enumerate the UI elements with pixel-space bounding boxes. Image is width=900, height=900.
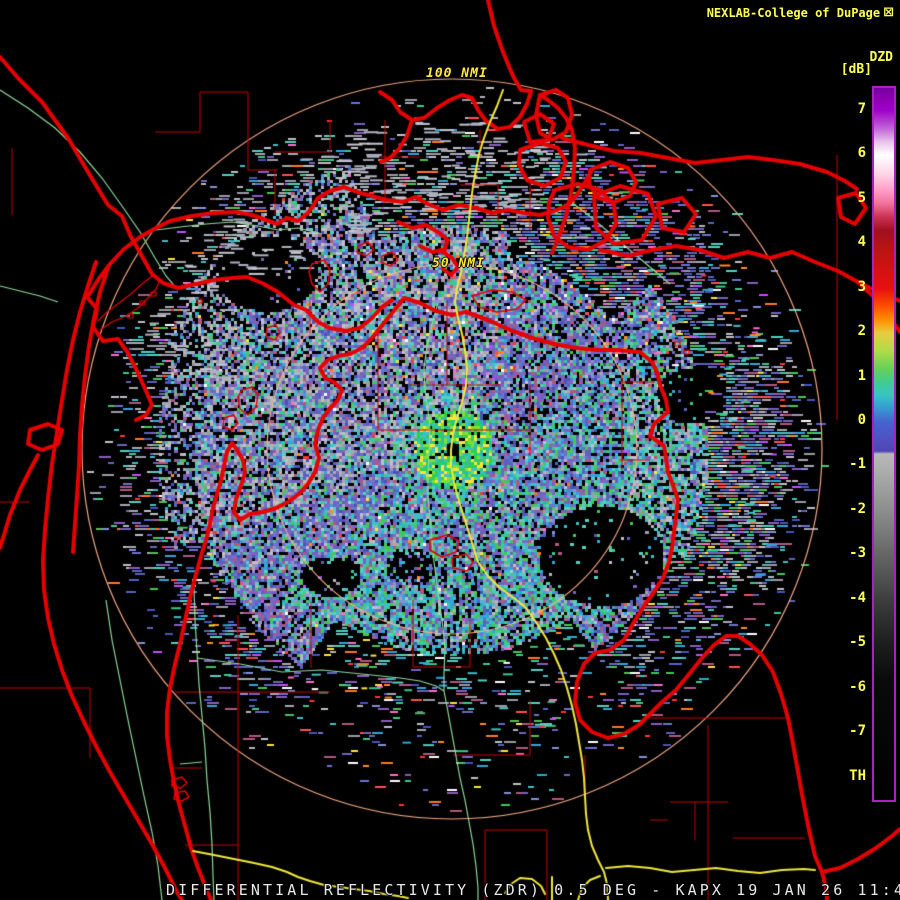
colorbar-threshold-label: TH <box>849 768 866 784</box>
colorbar-tick: -5 <box>849 634 866 651</box>
colorbar-tick: 7 <box>857 101 866 117</box>
range-ring-label-100nmi: 100 NMI <box>426 66 488 81</box>
colorbar-tick: -4 <box>849 589 866 606</box>
colorbar-tick: 2 <box>857 323 866 340</box>
product-status-bar: DIFFERENTIAL REFLECTIVITY (ZDR) 0.5 DEG … <box>166 881 900 899</box>
colorbar-tick: -6 <box>849 678 866 695</box>
colorbar-units: [dB] <box>840 62 872 77</box>
colorbar-tick: 4 <box>857 234 866 251</box>
colorbar-tick: 3 <box>857 278 866 295</box>
colorbar-tick: -1 <box>849 456 866 473</box>
colorbar-tick: 5 <box>857 189 866 206</box>
colorbar <box>872 86 896 802</box>
colorbar-title: DZD <box>869 50 893 65</box>
window-icon: ⊠ <box>883 5 894 20</box>
colorbar-tick: -2 <box>849 500 866 517</box>
colorbar-tick: 0 <box>857 412 866 428</box>
attribution-link[interactable]: NEXLAB-College of DuPage ⊠ <box>707 6 894 20</box>
colorbar-tick: -3 <box>849 545 866 562</box>
colorbar-tick: 1 <box>857 367 866 384</box>
range-ring-label-50nmi: 50 NMI <box>432 256 485 271</box>
colorbar-tick: -7 <box>849 723 866 740</box>
attribution-text: NEXLAB-College of DuPage <box>706 6 881 20</box>
colorbar-tick: 6 <box>857 145 866 162</box>
